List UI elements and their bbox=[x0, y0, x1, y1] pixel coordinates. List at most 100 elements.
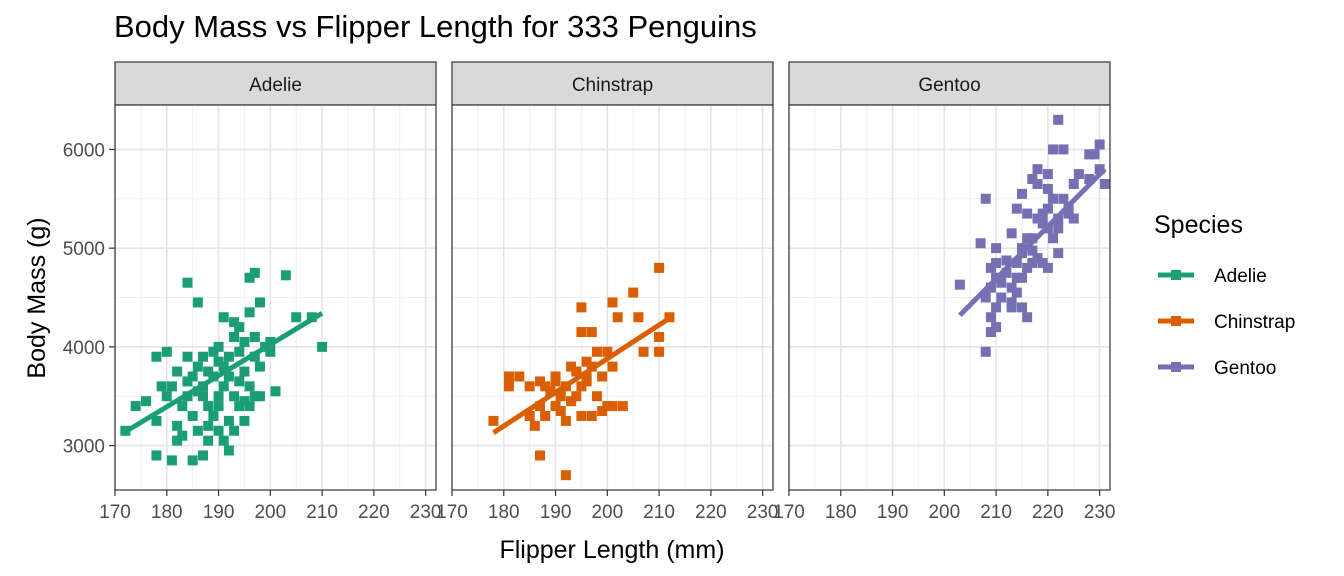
x-tick-label: 170 bbox=[99, 502, 131, 523]
x-tick-label: 220 bbox=[358, 502, 390, 523]
data-point bbox=[254, 361, 265, 372]
legend: Species Adelie Chinstrap Gentoo bbox=[1154, 211, 1295, 379]
data-point bbox=[291, 312, 302, 323]
data-point bbox=[1006, 228, 1017, 239]
data-point bbox=[1032, 178, 1043, 189]
data-point bbox=[607, 361, 618, 372]
data-point bbox=[244, 401, 255, 412]
data-point bbox=[1084, 149, 1095, 160]
x-tick-label: 220 bbox=[1032, 502, 1064, 523]
x-tick-label: 210 bbox=[643, 502, 675, 523]
data-point bbox=[654, 262, 665, 273]
data-point bbox=[130, 401, 141, 412]
facet-label: Chinstrap bbox=[572, 75, 653, 96]
data-point bbox=[1042, 203, 1053, 214]
data-point bbox=[985, 282, 996, 293]
data-point bbox=[234, 401, 245, 412]
x-tick-label: 220 bbox=[695, 502, 727, 523]
data-point bbox=[1063, 208, 1074, 219]
data-point bbox=[249, 331, 260, 342]
legend-label: Chinstrap bbox=[1214, 312, 1295, 333]
data-point bbox=[1053, 223, 1064, 234]
data-point bbox=[203, 435, 214, 446]
x-tick-label: 200 bbox=[591, 502, 623, 523]
data-point bbox=[571, 391, 582, 402]
chart-title: Body Mass vs Flipper Length for 333 Peng… bbox=[114, 9, 757, 44]
data-point bbox=[172, 420, 183, 431]
data-point bbox=[187, 410, 198, 421]
data-point bbox=[607, 297, 618, 308]
y-axis-title: Body Mass (g) bbox=[23, 217, 51, 378]
data-point bbox=[208, 346, 219, 357]
data-point bbox=[566, 361, 577, 372]
data-point bbox=[980, 346, 991, 357]
data-point bbox=[980, 193, 991, 204]
legend-label: Adelie bbox=[1214, 266, 1267, 287]
data-point bbox=[545, 386, 556, 397]
data-point bbox=[628, 287, 639, 298]
data-point bbox=[602, 401, 613, 412]
data-point bbox=[1048, 193, 1059, 204]
x-tick-label: 170 bbox=[436, 502, 468, 523]
data-point bbox=[1089, 149, 1100, 160]
data-point bbox=[591, 391, 602, 402]
data-point bbox=[566, 396, 577, 407]
trend-line bbox=[958, 167, 1107, 318]
data-point bbox=[991, 322, 1002, 333]
data-point bbox=[597, 406, 608, 417]
data-point bbox=[654, 331, 665, 342]
data-point bbox=[1011, 287, 1022, 298]
data-point bbox=[555, 391, 566, 402]
data-point bbox=[213, 356, 224, 367]
data-point bbox=[192, 361, 203, 372]
data-point bbox=[1058, 144, 1069, 155]
data-point bbox=[540, 410, 551, 421]
data-point bbox=[1027, 233, 1038, 244]
data-point bbox=[638, 346, 649, 357]
data-point bbox=[1027, 174, 1038, 185]
data-point bbox=[996, 292, 1007, 303]
data-point bbox=[1022, 233, 1033, 244]
panel-border bbox=[451, 104, 774, 491]
data-point bbox=[239, 415, 250, 426]
data-point bbox=[239, 336, 250, 347]
data-point bbox=[1037, 208, 1048, 219]
data-point bbox=[244, 272, 255, 283]
data-point bbox=[633, 312, 644, 323]
y-tick-label: 3000 bbox=[63, 437, 105, 458]
data-point bbox=[1037, 218, 1048, 229]
data-point bbox=[192, 425, 203, 436]
data-point bbox=[234, 346, 245, 357]
data-point bbox=[524, 381, 535, 392]
data-point bbox=[1016, 272, 1027, 283]
data-point bbox=[571, 366, 582, 377]
data-point bbox=[182, 376, 193, 387]
data-point bbox=[218, 381, 229, 392]
legend-title: Species bbox=[1154, 211, 1243, 239]
data-point bbox=[1006, 302, 1017, 313]
data-point bbox=[229, 317, 240, 328]
data-point bbox=[234, 322, 245, 333]
data-point bbox=[182, 351, 193, 362]
data-point bbox=[166, 381, 177, 392]
data-point bbox=[1048, 144, 1059, 155]
data-point bbox=[529, 420, 540, 431]
data-point bbox=[975, 238, 986, 249]
data-point bbox=[265, 346, 276, 357]
data-point bbox=[223, 415, 234, 426]
x-tick-label: 210 bbox=[306, 502, 338, 523]
data-point bbox=[581, 376, 592, 387]
data-point bbox=[198, 391, 209, 402]
data-point bbox=[239, 366, 250, 377]
data-point bbox=[540, 381, 551, 392]
data-point bbox=[560, 470, 571, 481]
data-point bbox=[234, 376, 245, 387]
data-point bbox=[1053, 114, 1064, 125]
data-point bbox=[535, 401, 546, 412]
x-tick-label: 230 bbox=[410, 502, 442, 523]
data-point bbox=[1032, 253, 1043, 264]
data-point bbox=[151, 450, 162, 461]
data-point bbox=[1053, 248, 1064, 259]
data-point bbox=[177, 430, 188, 441]
